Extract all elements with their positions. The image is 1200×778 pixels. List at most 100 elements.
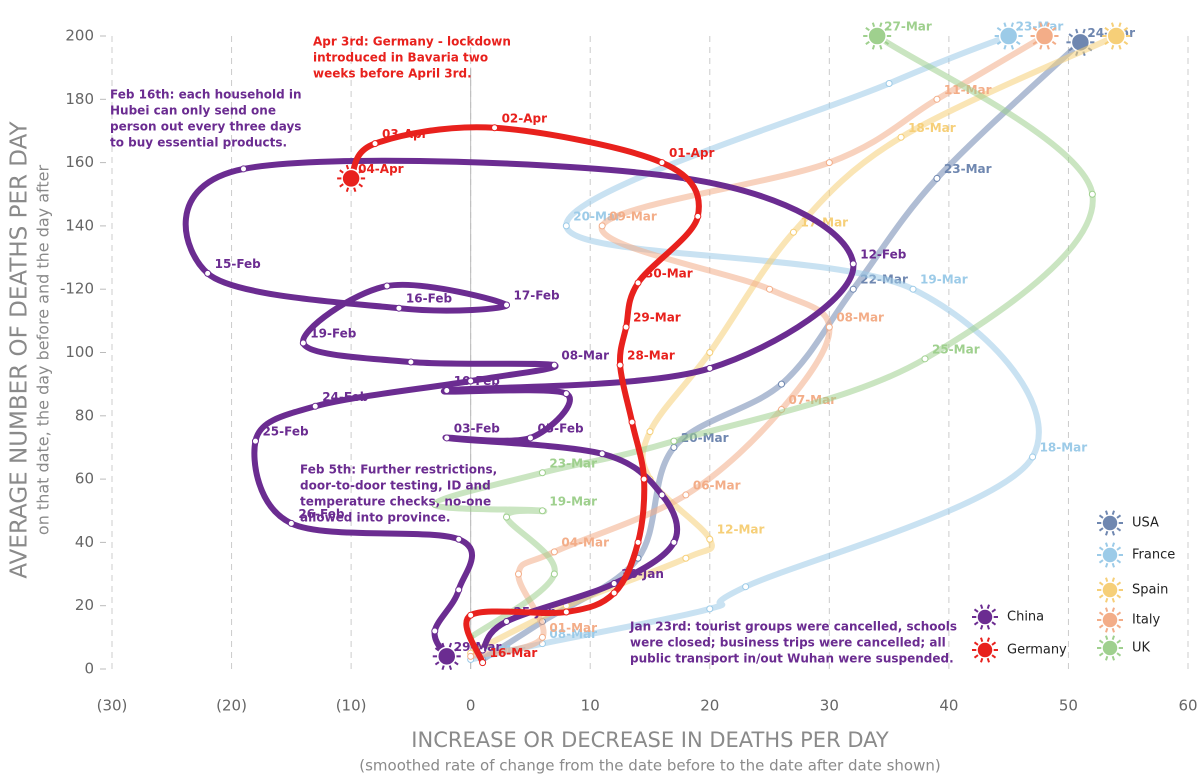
point xyxy=(897,133,905,141)
virus-spike xyxy=(1118,44,1122,50)
point-label: 23-Mar xyxy=(944,162,992,176)
virus-spike xyxy=(973,608,980,614)
virus-spike xyxy=(1105,510,1109,516)
point-label: 01-Mar xyxy=(549,621,597,635)
virus-spike xyxy=(990,620,997,626)
virus-body xyxy=(976,608,994,626)
point xyxy=(503,301,511,309)
virus-spike xyxy=(441,664,445,670)
point-label: 19-Mar xyxy=(549,494,597,508)
point-label: 18-Mar xyxy=(1040,440,1088,454)
point xyxy=(503,618,511,626)
virus-spike xyxy=(1115,558,1122,564)
virus-spike xyxy=(1111,597,1115,603)
virus-body xyxy=(1101,546,1119,564)
series-line xyxy=(467,33,1042,663)
virus-body xyxy=(998,26,1019,46)
point xyxy=(933,174,941,182)
virus-spike xyxy=(1115,639,1122,645)
virus-spike xyxy=(1068,46,1074,52)
point xyxy=(849,260,857,268)
point-label: 25-Mar xyxy=(932,342,980,356)
annotation: allowed into province. xyxy=(300,511,450,525)
point xyxy=(706,349,714,356)
point xyxy=(503,513,511,521)
y-tick-label: 20 xyxy=(75,596,94,614)
point-label: 03-Feb xyxy=(454,421,501,435)
virus-spike xyxy=(1098,593,1105,599)
virus-spike xyxy=(1111,577,1115,583)
virus-spike xyxy=(1087,33,1093,38)
virus-spike xyxy=(1115,651,1122,657)
virus-spike xyxy=(345,186,350,193)
x-tick-label: 20 xyxy=(700,697,719,715)
series-end-marker xyxy=(863,22,892,50)
virus-spike xyxy=(1105,607,1109,613)
x-axis-title: INCREASE OR DECREASE IN DEATHS PER DAY xyxy=(411,728,889,752)
legend-item: France xyxy=(1097,542,1175,568)
virus-spike xyxy=(1098,526,1105,532)
virus-spike xyxy=(1110,22,1115,28)
virus-body xyxy=(437,646,457,667)
point xyxy=(431,500,439,508)
virus-spike xyxy=(1003,44,1007,50)
y-tick-label: 100 xyxy=(65,343,94,361)
annotation: Apr 3rd: Germany - lockdown xyxy=(313,35,511,49)
point-label: 17-Feb xyxy=(514,289,561,303)
point-label: 12-Mar xyxy=(717,523,765,537)
point xyxy=(634,279,642,287)
annotation: door-to-door testing, ID and xyxy=(300,479,491,493)
virus-spike xyxy=(1104,26,1110,32)
series: 19-Mar 23-Mar 25-Mar 27-Mar xyxy=(431,20,1096,641)
legend-marker xyxy=(972,637,998,663)
point-label: 12-Feb xyxy=(860,247,907,261)
point xyxy=(706,535,714,543)
annotation: to buy essential products. xyxy=(110,136,287,150)
virus-spike xyxy=(1105,597,1109,603)
series: 16-Mar 28-Mar 29-Mar 30-Mar 01-Apr 02-Apr 03-A… xyxy=(337,111,715,667)
y-tick-label: 60 xyxy=(75,470,94,488)
virus-spike xyxy=(990,641,997,647)
series-end-marker xyxy=(337,164,366,193)
virus-spike xyxy=(980,624,984,630)
virus-spike xyxy=(1111,542,1115,548)
annotation: were closed; business trips were cancell… xyxy=(630,636,946,650)
point-label: 08-Mar xyxy=(836,311,884,325)
virus-spike xyxy=(1015,26,1021,32)
grid: (30) (20) (10) 0 10 20 30 40 50 60 0 20 40 60 80 100 -12… xyxy=(60,27,1198,715)
virus-spike xyxy=(1098,546,1105,552)
point xyxy=(694,212,702,220)
virus-spike xyxy=(357,169,364,174)
point xyxy=(562,390,570,398)
point xyxy=(443,434,451,442)
virus-body xyxy=(1101,514,1119,532)
point xyxy=(921,355,929,363)
point xyxy=(670,443,678,451)
series-end-marker xyxy=(994,22,1023,50)
x-axis-subtitle: (smoothed rate of change from the date b… xyxy=(359,757,940,775)
annotation: public transport in/out Wuhan were suspe… xyxy=(630,652,954,666)
virus-spike xyxy=(1046,44,1050,50)
virus-spike xyxy=(1105,627,1109,633)
point-label: 29-Mar xyxy=(633,311,681,325)
point-label: 03-Apr xyxy=(382,127,428,141)
virus-spike xyxy=(1122,26,1129,32)
virus-spike xyxy=(996,40,1002,46)
point xyxy=(514,570,522,578)
virus-spike xyxy=(1082,28,1086,35)
point xyxy=(658,159,666,167)
point-label: 15-Feb xyxy=(215,257,262,271)
y-tick-label: 200 xyxy=(65,27,94,45)
virus-spike xyxy=(1105,655,1109,661)
virus-spike xyxy=(357,182,364,188)
point-label: 28-Mar xyxy=(627,349,675,363)
series-line xyxy=(348,124,702,666)
point xyxy=(742,583,750,591)
point xyxy=(383,282,391,290)
y-tick-label: 140 xyxy=(65,216,94,234)
annotation: person out every three days xyxy=(110,120,301,134)
point xyxy=(299,339,307,347)
series: 01-Mar04-Mar06-Mar07-Mar08-Mar09-Mar11-M… xyxy=(467,22,1059,660)
